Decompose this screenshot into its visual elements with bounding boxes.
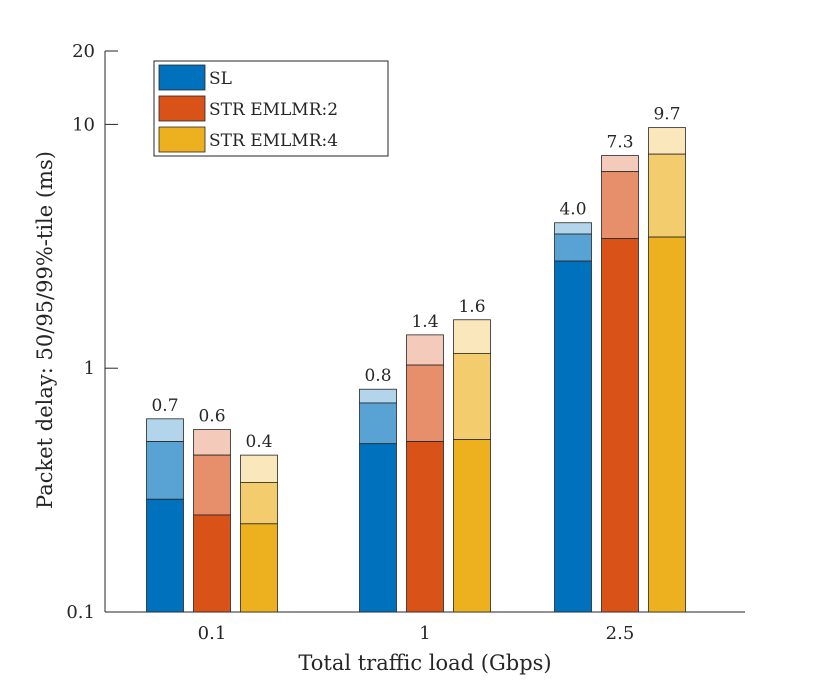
x-tick-label: 1: [419, 623, 430, 644]
bar-p50: [601, 238, 639, 613]
bar-p95: [146, 441, 184, 500]
y-axis-label: Packet delay: 50/95/99%-tile (ms): [33, 151, 57, 509]
bar-p99: [453, 319, 491, 354]
legend-swatch: [158, 126, 206, 153]
data-label: 0.7: [151, 396, 178, 416]
bar-p95: [240, 482, 278, 525]
bars: [146, 127, 686, 613]
bar-p50: [359, 443, 397, 613]
bar-p95: [359, 402, 397, 445]
axes: 0.1 1 10 20 0.1 1 2.5: [66, 41, 745, 644]
bar-p95: [554, 233, 592, 262]
bar-p50: [240, 523, 278, 613]
bar-p50: [146, 498, 184, 613]
x-tick-label: 2.5: [606, 623, 635, 644]
x-axis-label: Total traffic load (Gbps): [298, 651, 551, 675]
legend: SL STR EMLMR:2 STR EMLMR:4: [153, 60, 389, 157]
bar-p95: [193, 454, 231, 516]
bar-p99: [240, 454, 278, 483]
y-tick-label: 10: [72, 114, 95, 135]
x-tick-label: 0.1: [198, 623, 227, 644]
bar-p99: [601, 155, 639, 173]
legend-label: SL: [209, 69, 232, 89]
legend-swatch: [158, 95, 206, 122]
data-label: 7.3: [606, 133, 633, 153]
bar-p99: [359, 388, 397, 404]
data-label: 9.7: [653, 105, 680, 125]
data-label: 0.6: [198, 407, 225, 427]
bar-p50: [453, 439, 491, 613]
bar-p95: [648, 153, 686, 238]
bar-p99: [406, 334, 444, 366]
y-tick-label: 0.1: [66, 602, 95, 623]
bar-p99: [193, 429, 231, 456]
bar-p50: [648, 236, 686, 613]
bar-p50: [406, 441, 444, 613]
bar-p99: [554, 222, 592, 235]
data-label: 0.8: [364, 366, 391, 386]
data-label: 1.4: [411, 312, 438, 332]
data-labels: 0.7 0.8 4.0 0.6 1.4 7.3 0.4 1.6 9.7: [151, 105, 680, 453]
bar-p50: [193, 514, 231, 613]
bar-p99: [146, 418, 184, 442]
y-tick-label: 1: [84, 358, 95, 379]
data-label: 1.6: [458, 297, 485, 317]
y-tick-label: 20: [72, 41, 95, 62]
legend-label: STR EMLMR:2: [209, 100, 338, 120]
bar-p95: [406, 364, 444, 442]
bar-p95: [453, 352, 491, 440]
bar-p50: [554, 260, 592, 613]
data-label: 4.0: [559, 200, 586, 220]
legend-swatch: [158, 64, 206, 91]
bar-p95: [601, 171, 639, 240]
bar-p99: [648, 127, 686, 155]
legend-label: STR EMLMR:4: [209, 131, 338, 151]
data-label: 0.4: [245, 432, 272, 452]
